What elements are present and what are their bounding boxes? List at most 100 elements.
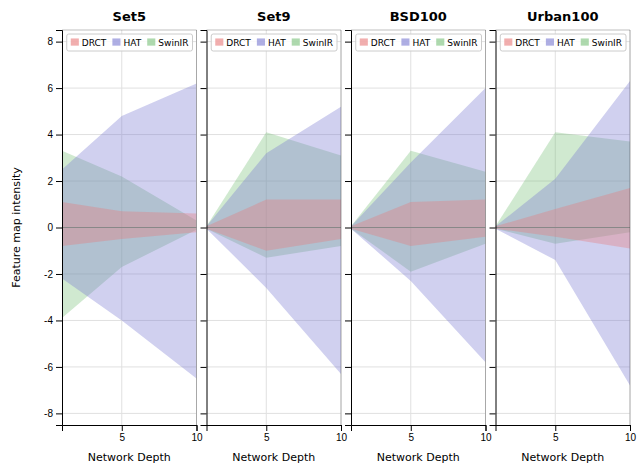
axis-line	[496, 426, 631, 432]
legend-item: HAT	[112, 38, 141, 48]
axis-line	[207, 426, 342, 432]
axis-line	[352, 426, 487, 432]
tick: 4	[47, 129, 62, 140]
legend-item: DRCT	[71, 38, 107, 48]
tick-mark	[56, 367, 62, 368]
legend-swatch	[112, 38, 120, 45]
x-axis-title: Network Depth	[521, 451, 604, 464]
title: Set9	[257, 9, 290, 24]
legend-items: DRCTHATSwinIR	[504, 38, 622, 48]
x-axis-title: Network Depth	[377, 451, 460, 464]
tick	[201, 320, 207, 321]
zero-line	[207, 227, 342, 228]
title: BSD100	[390, 9, 447, 24]
tick-mark	[490, 274, 496, 275]
legend: DRCT HAT SwinIR	[67, 34, 193, 51]
grid-line	[485, 30, 486, 425]
tick: 10	[336, 425, 348, 443]
tick-mark	[56, 274, 62, 275]
tick	[490, 42, 496, 43]
tick	[201, 135, 207, 136]
tick-label: 10	[336, 432, 348, 443]
tick	[345, 42, 351, 43]
axis-line	[201, 31, 208, 426]
tick	[345, 88, 351, 89]
tick	[201, 367, 207, 368]
tick-mark	[490, 320, 496, 321]
legend-items: DRCTHATSwinIR	[215, 38, 333, 48]
grid-line	[207, 227, 342, 228]
tick: -8	[44, 408, 62, 419]
tick-mark	[201, 88, 207, 89]
grid-line	[351, 366, 486, 367]
tick-mark	[345, 228, 351, 229]
tick: 5	[264, 425, 270, 443]
tick-mark	[345, 135, 351, 136]
tick-mark	[345, 413, 351, 414]
tick	[345, 135, 351, 136]
zero-line	[496, 227, 631, 228]
panel: 510-8-6-4-202468Set5Network DepthFeature…	[10, 9, 203, 464]
tick	[345, 413, 351, 414]
frame-line	[496, 30, 631, 31]
axis-line	[63, 426, 198, 432]
tick-mark	[197, 425, 198, 431]
legend-swatch	[71, 38, 79, 45]
tick: -6	[44, 362, 62, 373]
tick-mark	[266, 425, 267, 431]
legend: DRCTHATSwinIR	[356, 34, 482, 51]
legend-label: HAT	[557, 38, 575, 48]
tick	[345, 228, 351, 229]
axis-line	[56, 31, 63, 426]
tick: 8	[47, 36, 62, 47]
legend-item: SwinIR	[436, 38, 477, 48]
tick-mark	[56, 42, 62, 43]
tick-mark	[56, 88, 62, 89]
grid-line	[351, 88, 486, 89]
tick-mark	[345, 88, 351, 89]
tick	[490, 228, 496, 229]
y-axis	[201, 31, 208, 426]
legend-label: HAT	[268, 38, 286, 48]
legend-label: SwinIR	[158, 38, 188, 48]
tick	[201, 274, 207, 275]
tick: 6	[47, 83, 62, 94]
legend-item: SwinIR	[581, 38, 622, 48]
tick-mark	[345, 42, 351, 43]
band	[207, 107, 342, 374]
tick: 10	[625, 425, 637, 443]
marks	[62, 83, 197, 378]
legend-swatch	[436, 38, 444, 45]
band	[351, 88, 486, 362]
legend-box	[356, 34, 482, 51]
tick-mark	[201, 135, 207, 136]
title: Urban100	[527, 9, 598, 24]
y-axis: -8-6-4-202468	[44, 31, 62, 426]
legend-label: DRCT	[371, 38, 396, 48]
tick-label: -8	[44, 408, 53, 419]
grid-line	[62, 88, 197, 89]
legend-item: DRCT	[360, 38, 396, 48]
band	[62, 83, 197, 378]
tick	[201, 413, 207, 414]
legend-label: HAT	[123, 38, 141, 48]
tick-mark	[630, 425, 631, 431]
grid-line	[341, 30, 342, 425]
grid-line	[207, 413, 342, 414]
tick-mark	[490, 135, 496, 136]
band	[62, 202, 197, 246]
grid-line	[496, 366, 631, 367]
x-axis-title: Network Depth	[88, 451, 171, 464]
tick	[345, 274, 351, 275]
tick	[490, 274, 496, 275]
grid-line	[62, 227, 197, 228]
tick: 5	[119, 425, 125, 443]
tick-mark	[490, 181, 496, 182]
legend-items: DRCTHATSwinIR	[360, 38, 478, 48]
legend-label: DRCT	[82, 38, 107, 48]
tick-label: 4	[47, 129, 53, 140]
grid-line	[496, 88, 631, 89]
x-axis: 510	[63, 425, 203, 443]
zero-line	[351, 227, 486, 228]
grid-line	[62, 413, 197, 414]
